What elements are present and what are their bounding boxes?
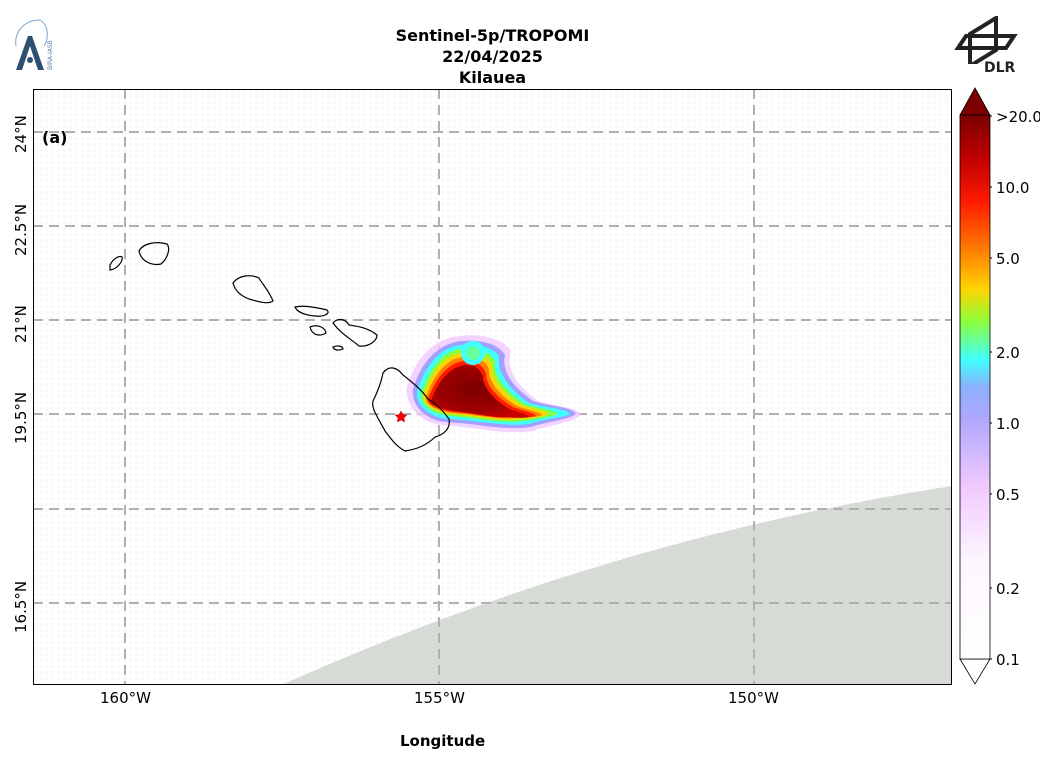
xtick-150w: 150°W [728, 689, 779, 707]
map-canvas [33, 89, 952, 685]
title-volcano: Kilauea [458, 68, 527, 87]
map-panel [33, 89, 952, 685]
ytick-19-5n: 19.5°N [12, 391, 30, 444]
xtick-160w: 160°W [100, 689, 151, 707]
colorbar-extend-high [959, 87, 991, 116]
colorbar-tick-5-0: 5.0 [996, 250, 1020, 268]
xtick-155w: 155°W [414, 689, 465, 707]
colorbar-tick-2-0: 2.0 [996, 344, 1020, 362]
volcano-star-marker [394, 410, 408, 423]
colorbar-tick-10-0: 10.0 [996, 179, 1030, 197]
gridlines [33, 89, 952, 685]
colorbar-extend-low [959, 658, 991, 685]
panel-label: (a) [42, 128, 68, 147]
colorbar-tick-0-5: 0.5 [996, 486, 1020, 504]
colorbar-tick-0-1: 0.1 [996, 651, 1020, 669]
land-region [281, 486, 952, 685]
ytick-24n: 24°N [12, 115, 30, 153]
svg-text:BIRA-IASB: BIRA-IASB [47, 40, 54, 70]
colorbar-gradient [959, 114, 991, 660]
ytick-16-5n: 16.5°N [12, 580, 30, 633]
x-axis-label: Longitude [400, 732, 486, 750]
colorbar-tick-1-0: 1.0 [996, 415, 1020, 433]
title-instrument: Sentinel-5p/TROPOMI [395, 26, 590, 45]
map-border [33, 89, 952, 685]
so2-plume [406, 335, 581, 433]
colorbar-tick-0-2: 0.2 [996, 580, 1020, 598]
ytick-21n: 21°N [12, 305, 30, 343]
title-date: 22/04/2025 [442, 47, 543, 66]
map-title: Sentinel-5p/TROPOMI 22/04/2025 Kilauea [330, 25, 655, 88]
colorbar [958, 86, 995, 686]
bira-iasb-logo: BIRA-IASB [10, 16, 58, 74]
coastlines [109, 242, 450, 452]
ytick-22-5n: 22.5°N [12, 203, 30, 256]
colorbar-tick-20-0: >20.0 [996, 108, 1040, 126]
dlr-logo-text: DLR [984, 60, 1016, 76]
dlr-logo [946, 14, 1022, 78]
